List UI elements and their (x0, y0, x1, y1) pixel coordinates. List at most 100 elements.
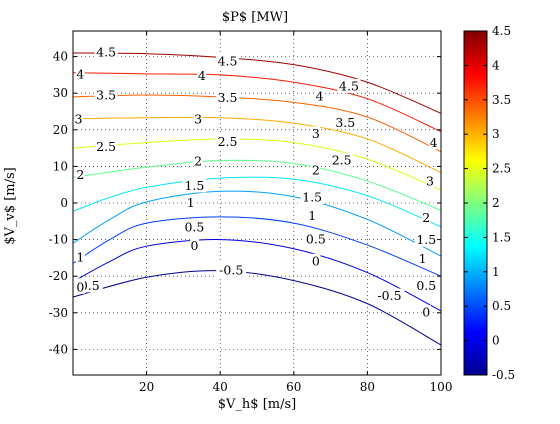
colorbar-tick-label: 4.5 (492, 24, 511, 38)
contour-label: 2 (422, 210, 430, 225)
x-tick-label: 60 (286, 380, 301, 394)
contour-label-bg (182, 220, 206, 235)
contour-label: 4 (316, 88, 324, 103)
y-axis-label: $V_v$ [m/s] (3, 167, 18, 244)
contour-line (72, 138, 442, 191)
contour-label: 0.5 (306, 231, 326, 246)
x-axis-label: $V_h$ [m/s] (218, 397, 296, 412)
contour-label-bg (311, 253, 321, 268)
contour-label-bg (307, 208, 317, 223)
contour-label: 2.5 (218, 134, 238, 149)
contour-label: 4.5 (339, 78, 359, 93)
contour-line (72, 52, 442, 114)
chart-title: $P$ [MW] (222, 10, 288, 25)
contour-label: 4 (198, 68, 206, 83)
contour-label-bg (193, 111, 203, 126)
plot-area: -0.5-0.5-0.500000.50.50.511111.51.51.522… (49, 30, 453, 394)
y-tick-label: 40 (53, 50, 68, 64)
contour-label-bg (74, 111, 84, 126)
colorbar-tick-label: 2 (492, 196, 500, 210)
contour-label-bg (216, 54, 240, 69)
y-tick-label: 20 (53, 123, 68, 137)
contour-label: 0 (312, 253, 320, 268)
contour-label: 1.5 (184, 178, 204, 193)
contour-label-bg (94, 45, 118, 60)
contour-label: 4.5 (218, 54, 238, 69)
contour-label-bg (197, 68, 207, 83)
contour-label: 2.5 (332, 152, 352, 167)
contour-label-bg (330, 152, 354, 167)
contour-label-bg (418, 251, 428, 266)
y-tick-label: -30 (49, 306, 68, 320)
contour-label: 0.5 (184, 220, 204, 235)
contour-label: 2 (312, 163, 320, 178)
contour-label: 1 (308, 208, 316, 223)
contour-label: -0.5 (377, 288, 401, 303)
contour-label-bg (311, 126, 321, 141)
contour-label-bg (421, 305, 431, 320)
x-tick-label: 20 (139, 380, 154, 394)
contour-label-bg (75, 67, 85, 82)
contour-label-bg (75, 167, 85, 182)
contour-label: 0.5 (416, 278, 436, 293)
contour-line (72, 216, 442, 277)
colorbar-tick-label: 2.5 (492, 162, 511, 176)
y-tick-label: 0 (60, 196, 68, 210)
colorbar-tick-label: 3.5 (492, 93, 511, 107)
contour-label-bg (189, 238, 199, 253)
contour-label: 1 (419, 251, 427, 266)
colorbar-tick-label: -0.5 (492, 368, 515, 382)
contour-label-bg (315, 88, 325, 103)
colorbar-tick-label: 1 (492, 265, 500, 279)
contour-label: 3.5 (218, 90, 238, 105)
x-tick-label: 40 (213, 380, 228, 394)
contour-label: -0.5 (219, 262, 243, 277)
contour-label: 1.5 (416, 232, 436, 247)
contour-label-bg (304, 231, 328, 246)
contour-line (72, 190, 442, 257)
contour-label: 3 (426, 174, 434, 189)
colorbar-tick-label: 1.5 (492, 230, 511, 244)
contour-label: 3.5 (96, 88, 116, 103)
contour-label: 1 (187, 195, 195, 210)
contour-label: 0 (422, 305, 430, 320)
contour-line (72, 239, 442, 312)
contour-label: 1.5 (302, 190, 322, 205)
x-tick-label: 100 (430, 380, 453, 394)
colorbar-tick-label: 4 (492, 58, 500, 72)
contour-label-bg (94, 139, 118, 154)
contour-label-bg (216, 134, 240, 149)
contour-label: 2 (76, 167, 84, 182)
contour-label: 4 (430, 135, 438, 150)
colorbar: -0.5 0 0.5 1 1.5 2 2.5 3 3.5 4 4.5 (463, 24, 515, 382)
contour-label: 3 (312, 126, 320, 141)
contour-line (72, 116, 442, 174)
contour-label: 4 (76, 67, 84, 82)
contour-label-bg (333, 115, 357, 130)
contour-label-bg (425, 174, 435, 189)
contour-label: 3 (75, 111, 83, 126)
contour-label-bg (94, 88, 118, 103)
contour-label-bg (193, 153, 203, 168)
contour-line (72, 72, 442, 133)
contour-label-bg (182, 178, 206, 193)
contour-line (72, 159, 442, 211)
contour-label: 2 (194, 153, 202, 168)
contour-label: 4.5 (96, 45, 116, 60)
contour-label: 3 (194, 111, 202, 126)
contour-label-bg (216, 90, 240, 105)
contour-label-bg (337, 78, 361, 93)
contour-label-bg (414, 232, 438, 247)
contour-label-bg (216, 262, 247, 277)
contour-line (72, 270, 442, 346)
contour-label-bg (186, 195, 196, 210)
y-tick-label: -20 (49, 269, 68, 283)
colorbar-tick-label: 0 (492, 334, 500, 348)
contour-label-bg (75, 279, 85, 294)
contour-label: 2.5 (96, 139, 116, 154)
contour-label-bg (311, 163, 321, 178)
x-tick-label: 80 (360, 380, 375, 394)
contour-line (72, 94, 442, 153)
contour-label: 0 (76, 279, 84, 294)
